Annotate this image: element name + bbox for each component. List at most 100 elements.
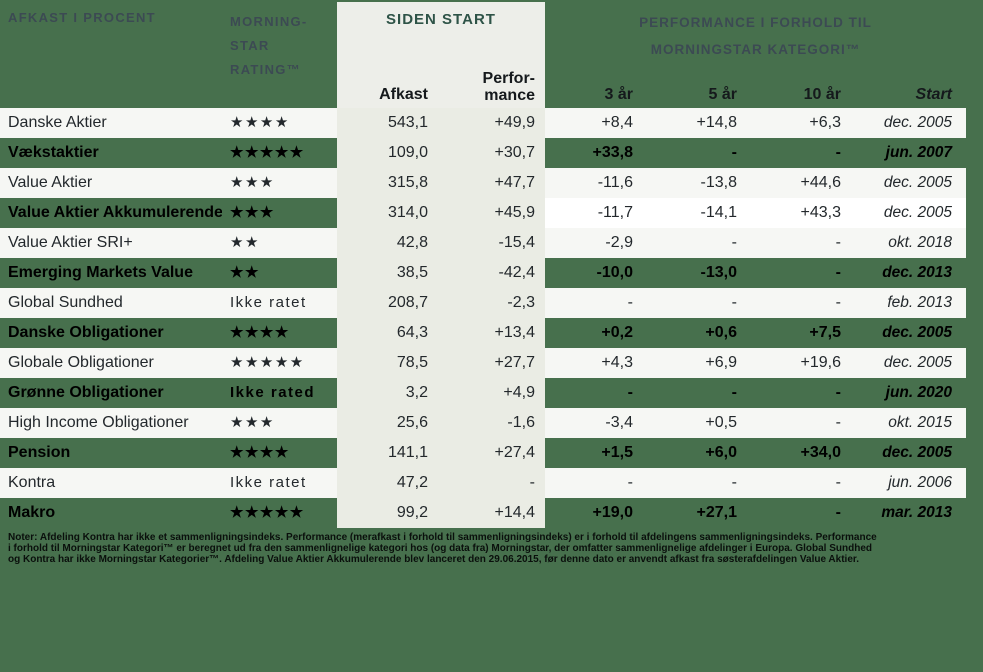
morningstar-rating-stars: ★★ [230, 264, 260, 281]
performance-value: -15,4 [433, 228, 545, 258]
perf-10yr-value: - [835, 264, 841, 281]
morningstar-rating-stars: ★★★ [222, 168, 337, 198]
col-5yr-header: 5 år [708, 86, 737, 103]
table-row: High Income Obligationer ★★★ 25,6 -1,6 -… [0, 408, 983, 438]
fund-name: Value Aktier Akkumulerende [8, 204, 222, 221]
perf-3yr-value: - [627, 384, 633, 401]
table-row: Grønne Obligationer Ikke rated 3,2 +4,9 … [0, 378, 983, 408]
morningstar-rating-header: MORNING- STAR RATING™ [230, 14, 308, 77]
perf-5yr-value: - [638, 288, 742, 318]
perf-5yr-value: - [638, 228, 742, 258]
morningstar-rating-stars: Ikke rated [230, 384, 316, 401]
perf-10yr-value: +6,3 [742, 108, 846, 138]
perf-5yr-value: +14,8 [638, 108, 742, 138]
perf-10yr-value: - [742, 288, 846, 318]
start-date: dec. 2005 [846, 168, 966, 198]
morningstar-rating-stars: ★★★ [230, 204, 275, 221]
afkast-value: 315,8 [337, 168, 433, 198]
afkast-value: 208,7 [337, 288, 433, 318]
start-date: mar. 2013 [881, 504, 952, 521]
perf-3yr-value: +8,4 [545, 108, 638, 138]
fund-name: Pension [8, 444, 71, 461]
performance-column-header: Perfor- mance [482, 70, 535, 104]
performance-value: - [433, 468, 545, 498]
afkast-value: 141,1 [337, 438, 433, 468]
fund-name: Globale Obligationer [0, 348, 222, 378]
perf-10yr-value: +7,5 [809, 324, 841, 341]
table-row: Pension ★★★★ 141,1 +27,4 +1,5 +6,0 +34,0… [0, 438, 983, 468]
row-edge-gap [966, 408, 983, 438]
table-row: Global Sundhed Ikke ratet 208,7 -2,3 - -… [0, 288, 983, 318]
morningstar-rating-stars: ★★★★★ [230, 144, 305, 161]
table-row: Makro ★★★★★ 99,2 +14,4 +19,0 +27,1 - mar… [0, 498, 983, 528]
perf-3yr-value: -3,4 [545, 408, 638, 438]
start-date: dec. 2013 [882, 264, 952, 281]
row-edge-gap [966, 198, 983, 228]
performance-vs-category-title: PERFORMANCE I FORHOLD TIL MORNINGSTAR KA… [639, 15, 872, 57]
performance-value: -1,6 [433, 408, 545, 438]
fund-table-body: Danske Aktier ★★★★ 543,1 +49,9 +8,4 +14,… [0, 108, 983, 528]
start-date: jun. 2007 [885, 144, 952, 161]
row-edge-gap [966, 108, 983, 138]
afkast-column-header: Afkast [379, 86, 428, 103]
left-title: AFKAST I PROCENT [8, 10, 156, 25]
morningstar-rating-stars: ★★★★ [230, 324, 290, 341]
fund-name: Value Aktier SRI+ [0, 228, 222, 258]
col-start-header: Start [915, 86, 952, 103]
row-edge-gap [966, 288, 983, 318]
morningstar-rating-stars: ★★★★★ [222, 348, 337, 378]
perf-5yr-value: +6,0 [705, 444, 737, 461]
morningstar-rating-stars: ★★★ [222, 408, 337, 438]
row-edge-gap [966, 438, 983, 468]
perf-3yr-value: +0,2 [601, 324, 633, 341]
perf-10yr-value: - [835, 144, 841, 161]
row-edge-gap [966, 138, 983, 168]
perf-10yr-value: - [835, 504, 841, 521]
table-row: Vækstaktier ★★★★★ 109,0 +30,7 +33,8 - - … [0, 138, 983, 168]
table-row: Danske Aktier ★★★★ 543,1 +49,9 +8,4 +14,… [0, 108, 983, 138]
perf-3yr-value: -11,7 [545, 198, 638, 228]
perf-5yr-value: +0,6 [705, 324, 737, 341]
perf-10yr-value: - [835, 384, 841, 401]
performance-value: -2,3 [433, 288, 545, 318]
fund-name: Kontra [0, 468, 222, 498]
fund-name: High Income Obligationer [0, 408, 222, 438]
start-date: okt. 2018 [846, 228, 966, 258]
performance-value: -42,4 [433, 258, 545, 288]
row-edge-gap [966, 168, 983, 198]
row-edge-gap [966, 378, 983, 408]
start-date: dec. 2005 [882, 444, 952, 461]
row-edge-gap [966, 228, 983, 258]
footnotes: Noter: Afdeling Kontra har ikke et samme… [8, 532, 877, 565]
period-column-labels: 3 år 5 år 10 år Start [545, 86, 966, 104]
fund-name: Makro [8, 504, 56, 521]
table-row: Danske Obligationer ★★★★ 64,3 +13,4 +0,2… [0, 318, 983, 348]
afkast-value: 78,5 [337, 348, 433, 378]
performance-value: +49,9 [433, 108, 545, 138]
col-3yr-header: 3 år [604, 86, 633, 103]
fund-name: Emerging Markets Value [8, 264, 193, 281]
morningstar-rating-stars: Ikke ratet [222, 468, 337, 498]
morningstar-rating-stars: ★★★★★ [230, 504, 305, 521]
perf-10yr-value: +44,6 [742, 168, 846, 198]
row-edge-gap [966, 318, 983, 348]
perf-5yr-value: - [731, 384, 737, 401]
start-date: jun. 2006 [846, 468, 966, 498]
performance-value: +14,4 [433, 498, 545, 528]
performance-value: +27,7 [433, 348, 545, 378]
performance-value: +47,7 [433, 168, 545, 198]
morningstar-rating-stars: Ikke ratet [222, 288, 337, 318]
fund-name: Vækstaktier [8, 144, 99, 161]
perf-5yr-value: -13,8 [638, 168, 742, 198]
table-row: Globale Obligationer ★★★★★ 78,5 +27,7 +4… [0, 348, 983, 378]
perf-5yr-value: - [731, 144, 737, 161]
perf-3yr-value: - [545, 468, 638, 498]
fund-name: Grønne Obligationer [8, 384, 164, 401]
performance-value: +45,9 [433, 198, 545, 228]
start-date: jun. 2020 [885, 384, 952, 401]
afkast-value: 47,2 [337, 468, 433, 498]
morningstar-rating-stars: ★★ [222, 228, 337, 258]
table-row: Value Aktier Akkumulerende ★★★ 314,0 +45… [0, 198, 983, 228]
perf-5yr-value: -14,1 [638, 198, 742, 228]
